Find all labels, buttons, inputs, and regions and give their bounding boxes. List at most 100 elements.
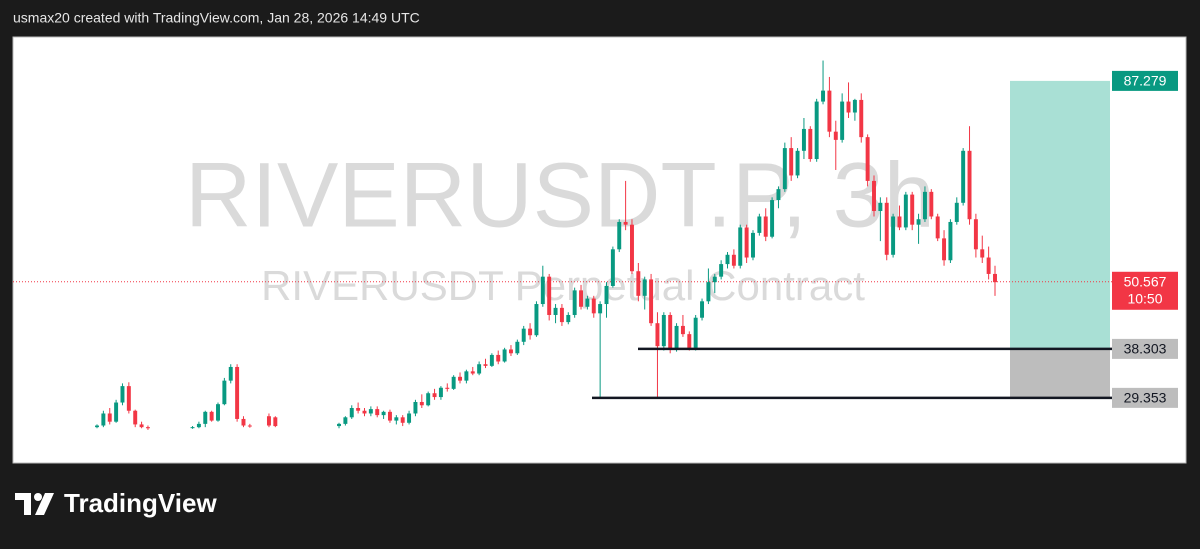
candle-body bbox=[133, 410, 138, 425]
candle-body bbox=[948, 221, 953, 261]
candle-body bbox=[846, 101, 851, 113]
candle-body bbox=[891, 216, 896, 255]
candle-body bbox=[954, 202, 959, 222]
candle-body bbox=[387, 411, 392, 421]
candle-body bbox=[604, 285, 609, 305]
candle-body bbox=[922, 191, 927, 220]
candle-body bbox=[400, 417, 405, 423]
candle-body bbox=[126, 386, 131, 411]
entry-price-label-bg bbox=[1112, 338, 1178, 359]
candle-body bbox=[540, 276, 545, 305]
candle-body bbox=[368, 409, 373, 414]
candle-body bbox=[356, 408, 361, 411]
candle-body bbox=[808, 128, 813, 160]
candle-body bbox=[630, 224, 634, 272]
candle-body bbox=[579, 290, 584, 307]
candle-body bbox=[814, 101, 819, 160]
brand-logo bbox=[15, 493, 54, 515]
candle-body bbox=[782, 148, 787, 190]
candle-body bbox=[266, 416, 271, 426]
candle-body bbox=[515, 341, 520, 354]
stop-price-label-bg bbox=[1112, 387, 1178, 408]
logo-mark bbox=[15, 493, 31, 515]
candle-body bbox=[910, 194, 915, 225]
candle-body bbox=[674, 325, 679, 350]
last-price-label: 50.567 bbox=[1124, 273, 1167, 289]
candle-body bbox=[833, 131, 838, 140]
candle-body bbox=[986, 257, 991, 274]
candle-body bbox=[617, 221, 622, 250]
candle-body bbox=[458, 376, 462, 381]
candle-body bbox=[668, 314, 673, 350]
candle-body bbox=[502, 349, 507, 362]
candle-body bbox=[897, 216, 902, 228]
candle-body bbox=[343, 417, 348, 424]
candle-body bbox=[451, 376, 456, 389]
candle-body bbox=[438, 387, 443, 398]
candle-body bbox=[973, 219, 978, 250]
candle-body bbox=[572, 290, 577, 315]
candle-body bbox=[521, 328, 526, 342]
candle-body bbox=[553, 307, 558, 315]
candle-body bbox=[827, 90, 832, 132]
candle-body bbox=[744, 227, 749, 258]
candle-body bbox=[655, 323, 660, 347]
candle-body bbox=[852, 99, 857, 113]
candle-body bbox=[770, 200, 775, 237]
candle-body bbox=[916, 219, 921, 225]
candle-body bbox=[534, 304, 539, 336]
logo-slash bbox=[35, 493, 54, 515]
candle-body bbox=[228, 366, 233, 381]
candle-body bbox=[872, 180, 876, 212]
candle-body bbox=[528, 328, 533, 336]
candle-body bbox=[712, 276, 717, 283]
candle-body bbox=[706, 282, 711, 302]
candle-body bbox=[642, 279, 647, 296]
candle-body bbox=[375, 409, 380, 416]
candle-body bbox=[432, 393, 437, 398]
candle-body bbox=[235, 366, 240, 419]
candle-body bbox=[419, 401, 424, 406]
candle-body bbox=[961, 150, 966, 203]
candle-body bbox=[196, 423, 201, 428]
candle-body bbox=[470, 371, 475, 374]
candle-body bbox=[445, 387, 450, 389]
candle-body bbox=[967, 150, 972, 220]
candle-body bbox=[120, 386, 125, 403]
candle-body bbox=[216, 404, 220, 421]
chart-area bbox=[12, 36, 1187, 464]
candle-body bbox=[496, 354, 501, 362]
candle-body bbox=[789, 148, 794, 176]
candle-body bbox=[776, 189, 781, 201]
candle-body bbox=[929, 191, 934, 217]
candle-body bbox=[751, 232, 755, 258]
candle-body bbox=[738, 227, 743, 266]
candle-body bbox=[719, 264, 724, 277]
candle-body bbox=[821, 90, 826, 102]
candle-body bbox=[942, 238, 947, 261]
candle-body bbox=[878, 202, 883, 212]
candle-body bbox=[693, 317, 698, 348]
candle-body bbox=[725, 254, 730, 265]
entry-price-label: 38.303 bbox=[1124, 341, 1167, 357]
candle-body bbox=[731, 254, 736, 266]
watermark-title: RIVERUSDT.P, 3h bbox=[185, 144, 935, 246]
candle-body bbox=[413, 401, 418, 414]
candle-body bbox=[585, 298, 590, 307]
candle-body bbox=[610, 249, 615, 286]
candle-body bbox=[477, 364, 482, 374]
header-text: usmax20 created with TradingView.com, Ja… bbox=[13, 10, 420, 26]
candle-body bbox=[865, 137, 870, 181]
candle-body bbox=[598, 304, 603, 314]
candle-body bbox=[795, 150, 800, 176]
loss-zone bbox=[1010, 348, 1110, 398]
candle-body bbox=[757, 216, 762, 233]
brand-name: TradingView bbox=[64, 488, 217, 518]
candle-body bbox=[935, 216, 940, 239]
candle-body bbox=[426, 393, 431, 406]
candle-body bbox=[241, 418, 246, 426]
candle-body bbox=[687, 334, 692, 348]
